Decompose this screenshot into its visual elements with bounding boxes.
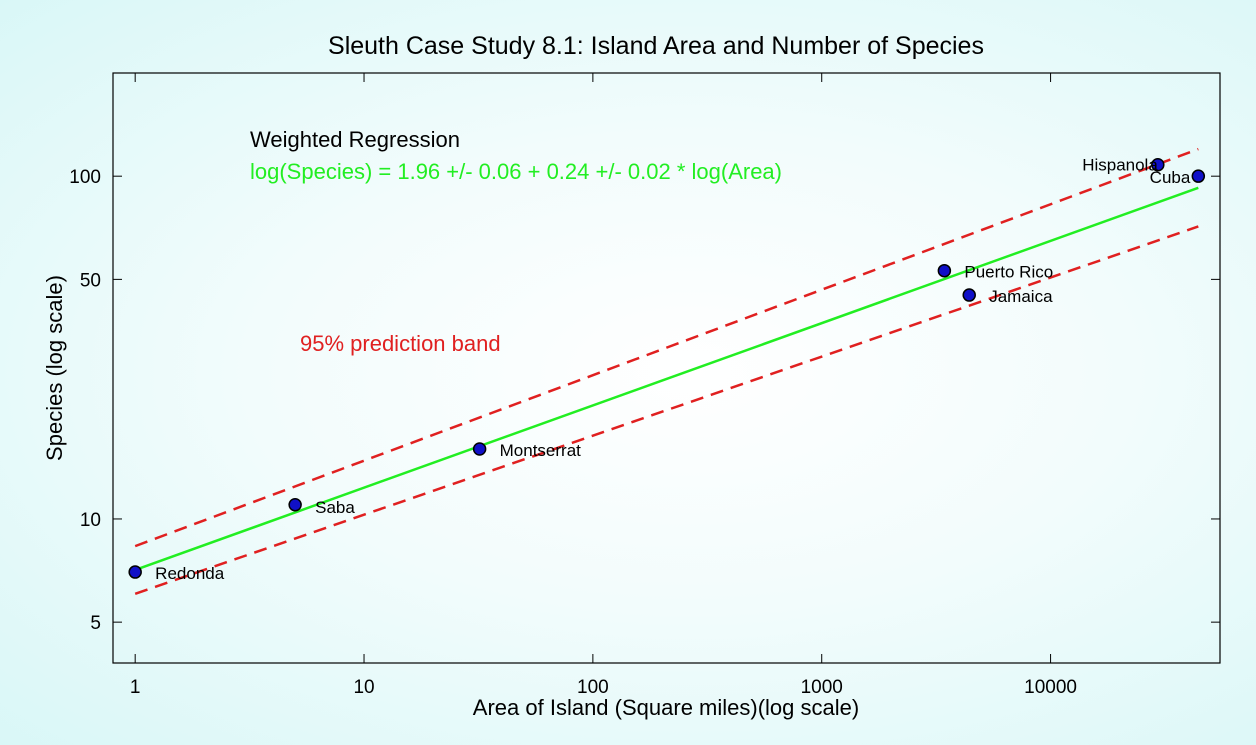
data-point — [1191, 169, 1206, 183]
point-label: Jamaica — [989, 287, 1053, 306]
point-label: Saba — [315, 498, 355, 517]
data-points: Redonda Saba Montserrat Puerto Rico Jamaica H… — [128, 156, 1206, 583]
band-upper — [134, 147, 1199, 548]
chart-title: Sleuth Case Study 8.1: Island Area and N… — [328, 32, 984, 60]
y-axis-label: Species (log scale) — [42, 275, 67, 461]
regression-equation: log(Species) = 1.96 +/- 0.06 + 0.24 +/- … — [250, 159, 782, 184]
regression-heading: Weighted Regression — [250, 127, 460, 152]
x-tick-label: 1000 — [801, 677, 843, 698]
data-point — [288, 498, 302, 512]
prediction-band — [134, 147, 1199, 595]
data-point — [962, 288, 976, 302]
y-tick-label: 100 — [69, 167, 101, 188]
data-point — [1151, 157, 1165, 172]
x-tick-label: 100 — [577, 677, 609, 698]
x-tick-label: 1 — [130, 677, 141, 698]
y-axis: 5 10 50 100 — [69, 167, 1220, 634]
x-axis: 1 10 100 1000 10000 — [130, 73, 1077, 698]
x-tick-label: 10 — [353, 677, 374, 698]
y-tick-label: 5 — [90, 613, 101, 634]
plot-area — [112, 72, 1221, 664]
point-label: Cuba — [1150, 168, 1191, 187]
data-point — [472, 442, 487, 456]
y-tick-label: 50 — [80, 270, 101, 291]
y-tick-label: 10 — [80, 510, 101, 531]
point-label: Hispanola — [1082, 156, 1158, 175]
data-point — [128, 565, 142, 579]
x-axis-label: Area of Island (Square miles)(log scale) — [473, 695, 859, 720]
fit-line — [134, 186, 1199, 572]
band-label: 95% prediction band — [300, 331, 501, 356]
data-point — [937, 263, 952, 278]
x-tick-label: 10000 — [1024, 677, 1077, 698]
point-label: Redonda — [155, 564, 225, 583]
point-label: Montserrat — [500, 441, 582, 460]
point-label: Puerto Rico — [964, 263, 1053, 282]
